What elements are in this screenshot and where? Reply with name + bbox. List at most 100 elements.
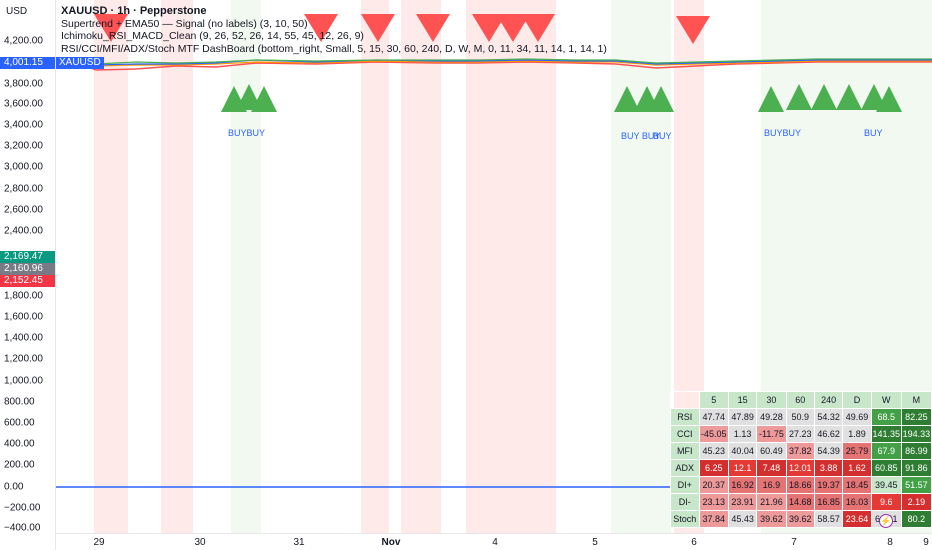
axis-tick: 400.00 — [4, 438, 35, 450]
buy-signal-icon — [251, 86, 277, 112]
time-tick: 29 — [93, 537, 105, 548]
axis-tick: 1,800.00 — [4, 290, 43, 302]
buy-signal-icon — [836, 84, 862, 110]
price-tag-up: 2,169.47 — [0, 251, 55, 263]
mtf-dashboard: 5 15 30 60 240 D W M RSI 47.74 47.89 49.28 5… — [670, 391, 932, 528]
chart-legend[interactable]: XAUUSD · 1h · Pepperstone Supertrend + E… — [61, 5, 607, 55]
dashboard-cell: 47.74 — [698, 408, 729, 426]
sell-signal-icon — [521, 14, 555, 42]
time-tick: 4 — [492, 537, 498, 548]
signal-band — [401, 0, 441, 533]
dashboard-cell: 12.1 — [727, 459, 758, 477]
dashboard-cell: 1.89 — [842, 425, 872, 443]
dashboard-row-label: ADX — [670, 459, 700, 477]
dashboard-row-label: Stoch — [670, 510, 700, 528]
dashboard-corner — [670, 391, 700, 409]
dashboard-row: MFI 45.23 40.04 60.49 37.82 54.39 25.79 67.9 86.… — [670, 442, 932, 460]
axis-tick: 2,800.00 — [4, 183, 43, 195]
dashboard-cell: 45.23 — [698, 442, 729, 460]
dashboard-cell: 80.2 — [900, 510, 932, 528]
time-tick: 9 — [923, 537, 929, 548]
dashboard-cell: 20.37 — [698, 476, 729, 494]
dashboard-row: Stoch37.8445.4339.6239.6258.5723.6464.41… — [670, 510, 932, 528]
price-line — [56, 59, 932, 66]
indicator-legend-dashboard[interactable]: RSI/CCI/MFI/ADX/Stoch MTF DashBoard (bot… — [61, 42, 607, 55]
dashboard-row: DI- 23.13 23.91 21.96 14.68 16.85 16.03 9.6 2.19 — [670, 493, 932, 511]
dashboard-cell: 16.03 — [842, 493, 872, 511]
time-axis[interactable]: 29 30 31 Nov 4 5 6 7 8 9 — [56, 533, 932, 550]
dashboard-cell: 6.25 — [698, 459, 729, 477]
ema-line — [56, 60, 932, 67]
price-tag-down: 2,152.45 — [0, 275, 55, 287]
indicator-legend-ichimoku[interactable]: Ichimoku_RSI_MACD_Clean (9, 26, 52, 26, … — [61, 30, 364, 42]
dashboard-cell: 2.19 — [900, 493, 932, 511]
dashboard-cell: 51.57 — [900, 476, 932, 494]
ichimoku-line — [56, 58, 932, 65]
buy-signal-icon — [648, 86, 674, 112]
axis-unit: USD — [6, 6, 28, 17]
flash-icon[interactable]: ⚡ — [879, 514, 893, 528]
timeframe-header: 240 — [813, 391, 844, 409]
price-axis[interactable]: USD 4,200.00 3,800.00 3,600.00 3,400.00 … — [0, 0, 56, 550]
timeframe-header: W — [870, 391, 902, 409]
timeframe-header: 60 — [785, 391, 815, 409]
dashboard-header-row: 5 15 30 60 240 D W M — [670, 391, 932, 409]
dashboard-cell: 141.35 — [870, 425, 902, 443]
buy-signal-icon — [876, 86, 902, 112]
axis-tick: 3,000.00 — [4, 161, 43, 173]
dashboard-row: DI+ 20.37 16.92 16.9 18.66 19.37 18.45 39.45 51.… — [670, 476, 932, 494]
dashboard-cell: 9.6 — [870, 493, 902, 511]
buy-label: BUY — [653, 131, 672, 141]
dashboard-cell: -45.05 — [698, 425, 729, 443]
indicator-legend-supertrend[interactable]: Supertrend + EMA50 — Signal (no labels) … — [61, 17, 308, 30]
dashboard-cell: 16.92 — [727, 476, 758, 494]
timeframe-header: D — [842, 391, 872, 409]
time-tick: 7 — [791, 537, 797, 548]
timeframe-header: 5 — [698, 391, 729, 409]
dashboard-cell: 67.9 — [870, 442, 902, 460]
buy-label: BUYBUY — [228, 128, 266, 138]
dashboard-row-label: DI- — [670, 493, 700, 511]
time-tick: 8 — [887, 537, 893, 548]
time-tick: 30 — [194, 537, 206, 548]
dashboard-row-label: MFI — [670, 442, 700, 460]
time-tick: 5 — [592, 537, 598, 548]
axis-tick: 200.00 — [4, 459, 35, 471]
axis-tick: 1,200.00 — [4, 353, 43, 365]
dashboard-cell: 1.13 — [727, 425, 758, 443]
dashboard-row: RSI 47.74 47.89 49.28 50.9 54.32 49.69 68.5 82.2… — [670, 408, 932, 426]
axis-tick: 3,800.00 — [4, 78, 43, 90]
axis-tick: 0.00 — [4, 481, 24, 493]
dashboard-row: CCI -45.05 1.13 -11.75 27.23 46.62 1.89 141.35 1… — [670, 425, 932, 443]
time-tick: Nov — [381, 537, 401, 548]
dashboard-row-label: DI+ — [670, 476, 700, 494]
dashboard-cell: -11.75 — [756, 425, 787, 443]
dashboard-cell: 60.49 — [756, 442, 787, 460]
dashboard-cell: 82.25 — [900, 408, 932, 426]
dashboard-cell: 91.86 — [900, 459, 932, 477]
dashboard-cell: 18.66 — [785, 476, 815, 494]
symbol-title[interactable]: XAUUSD · 1h · Pepperstone — [61, 5, 207, 17]
dashboard-cell: 40.04 — [727, 442, 758, 460]
axis-tick: 1,400.00 — [4, 332, 43, 344]
dashboard-cell: 1.62 — [842, 459, 872, 477]
dashboard-row-label: RSI — [670, 408, 700, 426]
dashboard-cell: 50.9 — [785, 408, 815, 426]
sell-signal-icon — [676, 16, 710, 44]
buy-label: BUY BUY — [621, 131, 661, 141]
dashboard-cell: 23.64 — [842, 510, 872, 528]
axis-tick: −400.00 — [4, 522, 41, 534]
axis-tick: 800.00 — [4, 396, 35, 408]
dashboard-cell: 21.96 — [756, 493, 787, 511]
dashboard-cell: 49.28 — [756, 408, 787, 426]
dashboard-cell: 12.01 — [785, 459, 815, 477]
last-price-tag: 4,001.15 — [0, 57, 55, 69]
dashboard-row: ADX 6.25 12.1 7.48 12.01 3.88 1.62 60.85 91.86 — [670, 459, 932, 477]
dashboard-cell: 194.33 — [900, 425, 932, 443]
dashboard-cell: 49.69 — [842, 408, 872, 426]
price-lines — [56, 58, 932, 488]
dashboard-cell: 25.79 — [842, 442, 872, 460]
sell-signal-icon — [416, 14, 450, 42]
buy-signal-icon — [811, 84, 837, 110]
time-tick: 6 — [691, 537, 697, 548]
